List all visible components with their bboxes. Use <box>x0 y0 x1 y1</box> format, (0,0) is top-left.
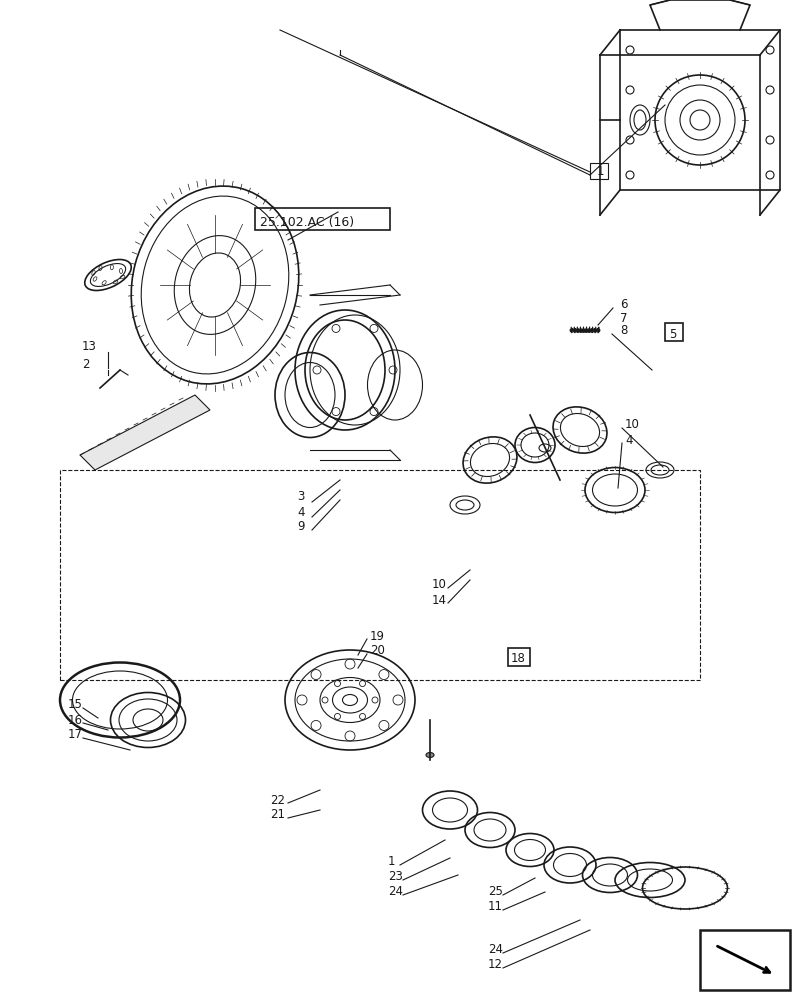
Text: 25: 25 <box>487 886 502 898</box>
Text: 17: 17 <box>68 728 83 741</box>
Text: 16: 16 <box>68 713 83 726</box>
Text: 6: 6 <box>620 298 627 312</box>
Text: 1: 1 <box>596 165 603 178</box>
Text: 10: 10 <box>624 418 639 432</box>
Polygon shape <box>80 395 210 470</box>
Bar <box>664 323 682 341</box>
Text: 21: 21 <box>270 808 285 821</box>
Text: 14: 14 <box>431 593 446 606</box>
Text: 20: 20 <box>370 644 384 658</box>
Text: 18: 18 <box>510 652 526 666</box>
Text: 3: 3 <box>297 490 304 504</box>
Bar <box>255 208 389 230</box>
Text: 22: 22 <box>270 793 285 806</box>
Text: 24: 24 <box>388 886 402 898</box>
Text: 12: 12 <box>487 958 502 971</box>
Text: 15: 15 <box>68 698 83 711</box>
Text: 13: 13 <box>82 340 97 354</box>
Text: 10: 10 <box>431 578 446 591</box>
Text: 1: 1 <box>388 855 395 868</box>
Text: 24: 24 <box>487 943 502 956</box>
Text: 5: 5 <box>668 328 676 340</box>
Ellipse shape <box>426 752 433 758</box>
Text: 9: 9 <box>297 520 304 534</box>
Bar <box>590 163 607 179</box>
Bar <box>508 648 530 666</box>
Text: 8: 8 <box>620 324 627 338</box>
Text: 19: 19 <box>370 630 384 642</box>
Text: 11: 11 <box>487 900 502 913</box>
Text: 4: 4 <box>624 434 632 446</box>
Bar <box>60 470 699 680</box>
Text: 2: 2 <box>82 359 89 371</box>
Text: 23: 23 <box>388 870 402 884</box>
Text: 25.102.AC (16): 25.102.AC (16) <box>260 216 354 229</box>
Text: 4: 4 <box>297 506 304 518</box>
Text: 7: 7 <box>620 312 627 324</box>
Bar <box>699 930 789 990</box>
